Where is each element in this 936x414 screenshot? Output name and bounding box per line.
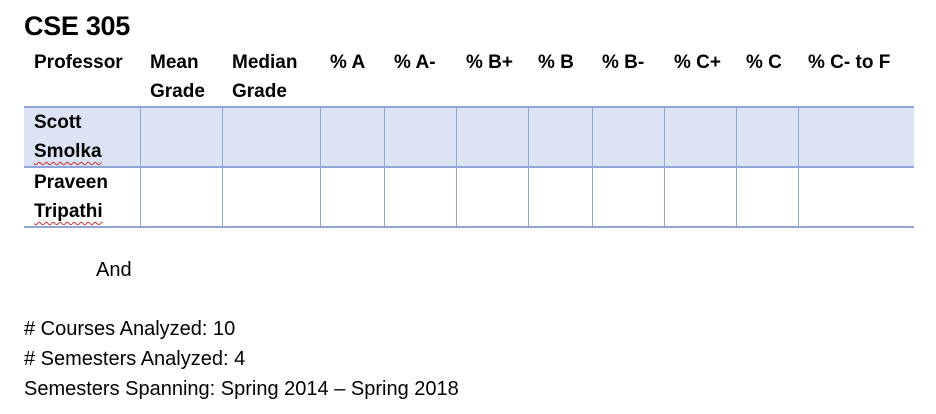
spellcheck-word: Tripathi: [34, 201, 103, 222]
header-pct-c-plus: % C+: [664, 48, 736, 108]
pct-a-cell: [319, 167, 385, 228]
table-row: Scott Smolka: [24, 107, 914, 168]
pct-a-minus-cell: [383, 167, 457, 228]
pct-b-plus-cell: [455, 167, 529, 228]
pct-b-cell: [527, 167, 593, 228]
header-pct-b-minus: % B-: [592, 48, 664, 108]
header-pct-c-minus-to-f: % C- to F: [798, 48, 914, 108]
mean-grade-cell: [139, 167, 223, 228]
pct-a-minus-cell: [383, 107, 457, 168]
courses-analyzed: # Courses Analyzed: 10: [24, 318, 236, 340]
semesters-spanning: Semesters Spanning: Spring 2014 – Spring…: [24, 378, 459, 400]
grades-table: Professor Mean Grade Median Grade % A % A-…: [24, 48, 914, 228]
professor-name-cell: Scott Smolka: [24, 107, 141, 168]
pct-c-cell: [735, 107, 799, 168]
table-row: Praveen Tripathi: [24, 167, 914, 228]
median-grade-cell: [221, 167, 321, 228]
header-pct-b-plus: % B+: [456, 48, 528, 108]
mean-grade-cell: [139, 107, 223, 168]
header-pct-a: % A: [320, 48, 384, 108]
pct-c-minus-to-f-cell: [797, 167, 914, 228]
pct-b-plus-cell: [455, 107, 529, 168]
page-title: CSE 305: [24, 11, 130, 41]
header-pct-a-minus: % A-: [384, 48, 456, 108]
semesters-analyzed: # Semesters Analyzed: 4: [24, 348, 246, 370]
header-professor: Professor: [24, 48, 140, 108]
table-header-row: Professor Mean Grade Median Grade % A % A-…: [24, 48, 914, 108]
header-mean-grade: Mean Grade: [140, 48, 222, 108]
pct-b-minus-cell: [591, 107, 665, 168]
analysis-stats: # Courses Analyzed: 10 # Semesters Analy…: [24, 314, 459, 404]
pct-c-cell: [735, 167, 799, 228]
median-grade-cell: [221, 107, 321, 168]
spellcheck-word: Smolka: [34, 141, 102, 162]
pct-b-cell: [527, 107, 593, 168]
header-pct-c: % C: [736, 48, 798, 108]
and-text: And: [96, 259, 132, 281]
pct-c-minus-to-f-cell: [797, 107, 914, 168]
pct-a-cell: [319, 107, 385, 168]
pct-b-minus-cell: [591, 167, 665, 228]
pct-c-plus-cell: [663, 107, 737, 168]
header-pct-b: % B: [528, 48, 592, 108]
header-median-grade: Median Grade: [222, 48, 320, 108]
professor-name-cell: Praveen Tripathi: [24, 167, 141, 228]
pct-c-plus-cell: [663, 167, 737, 228]
